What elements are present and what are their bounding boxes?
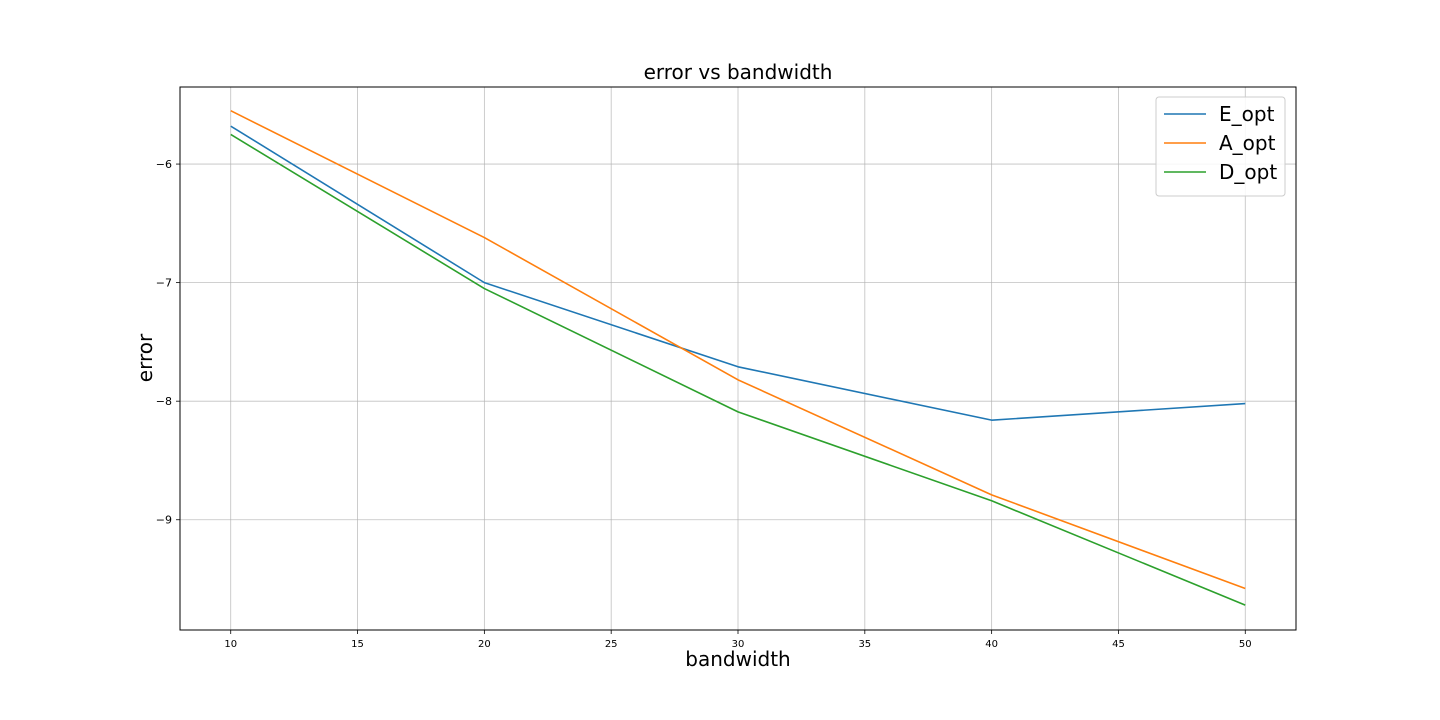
- series-line-A_opt: [230, 109, 1246, 590]
- series-line-E_opt: [230, 125, 1246, 421]
- x-tick-label: 15: [351, 639, 364, 650]
- series-line-D_opt: [230, 133, 1246, 606]
- chart-title: error vs bandwidth: [644, 60, 833, 84]
- legend: E_opt A_opt D_opt: [1155, 96, 1286, 197]
- x-tick-label: 40: [985, 639, 998, 650]
- x-axis: 10 15 20 25 30 35 40 45 50: [224, 630, 1252, 650]
- x-tick-label: 30: [732, 639, 745, 650]
- x-tick-label: 10: [224, 639, 237, 650]
- x-tick-label: 35: [858, 639, 871, 650]
- legend-label: A_opt: [1219, 131, 1276, 155]
- y-tick-label: −9: [156, 514, 172, 527]
- legend-label: E_opt: [1219, 102, 1275, 126]
- x-tick-label: 20: [478, 639, 491, 650]
- y-tick-label: −7: [156, 277, 172, 290]
- x-tick-label: 25: [605, 639, 618, 650]
- y-axis-label: error: [133, 333, 157, 382]
- y-axis: −6 −7 −8 −9: [156, 158, 180, 527]
- x-tick-label: 45: [1112, 639, 1125, 650]
- y-tick-label: −6: [156, 158, 172, 171]
- legend-label: D_opt: [1219, 160, 1277, 184]
- x-tick-label: 50: [1239, 639, 1252, 650]
- x-axis-label: bandwidth: [685, 647, 790, 671]
- y-tick-label: −8: [156, 395, 172, 408]
- series-lines: [230, 109, 1246, 606]
